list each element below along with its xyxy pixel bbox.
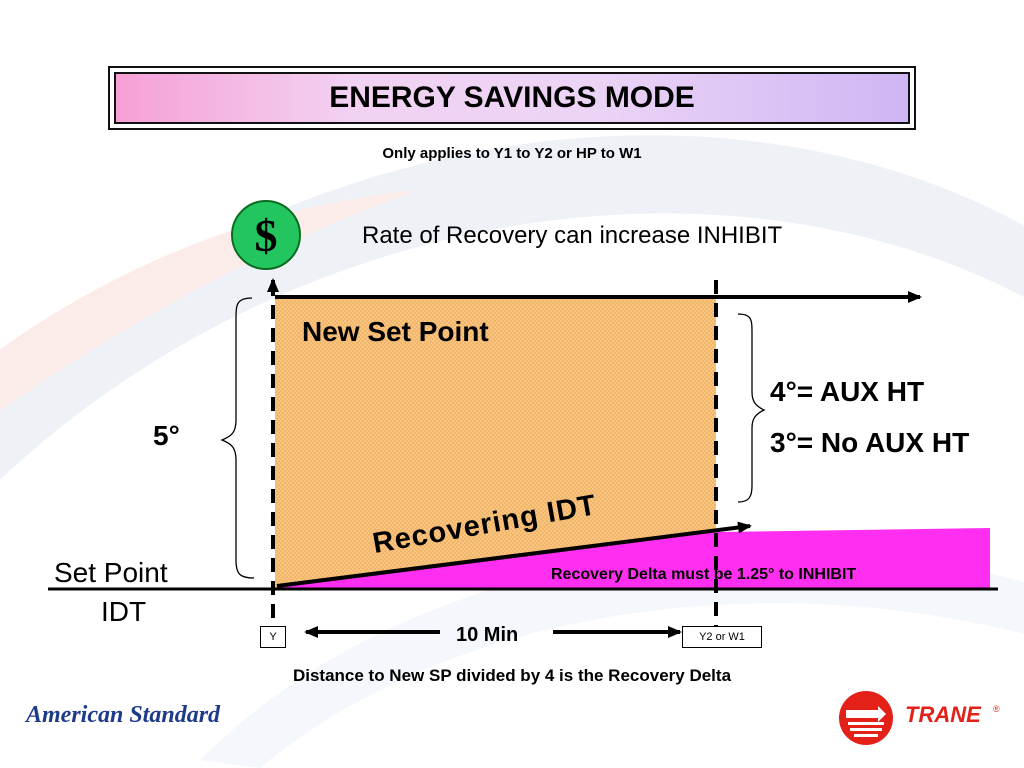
recovery-delta-label: Recovery Delta must be 1.25° to INHIBIT [551, 566, 857, 583]
new-setpoint-region [275, 297, 716, 588]
y2-w1-stage-label: Y2 or W1 [699, 631, 745, 643]
trane-logo-text: TRANE [905, 702, 981, 727]
title-banner: ENERGY SAVINGS MODE [108, 66, 916, 130]
american-standard-logo: American Standard [26, 702, 221, 728]
recovery-delta-note: Distance to New SP divided by 4 is the R… [292, 666, 732, 685]
right-brace [737, 313, 766, 503]
set-point-label: Set Point [54, 557, 168, 588]
dollar-icon: $ [231, 200, 301, 270]
rate-of-recovery-note: Rate of Recovery can increase INHIBIT [362, 222, 783, 249]
y-stage-label: Y [269, 631, 277, 643]
y-stage-box: Y [260, 626, 286, 648]
title-banner-inner: ENERGY SAVINGS MODE [114, 72, 910, 124]
ten-min-label: 10 Min [456, 624, 519, 646]
recovery-delta-region [275, 528, 990, 588]
new-set-point-label: New Set Point [302, 316, 489, 347]
subtitle: Only applies to Y1 to Y2 or HP to W1 [382, 145, 642, 162]
idt-label: IDT [101, 596, 147, 627]
y2-w1-stage-box: Y2 or W1 [682, 626, 762, 648]
aux-ht-label: 4°= AUX HT [770, 376, 925, 407]
trane-registered-mark: ® [993, 704, 1000, 714]
page-title: ENERGY SAVINGS MODE [329, 81, 695, 114]
dollar-symbol: $ [254, 209, 278, 261]
no-aux-ht-label: 3°= No AUX HT [770, 427, 970, 458]
recovering-idt-line [276, 521, 752, 588]
left-brace [220, 297, 255, 579]
trane-logo-icon [839, 691, 893, 745]
five-degree-label: 5° [153, 420, 180, 451]
